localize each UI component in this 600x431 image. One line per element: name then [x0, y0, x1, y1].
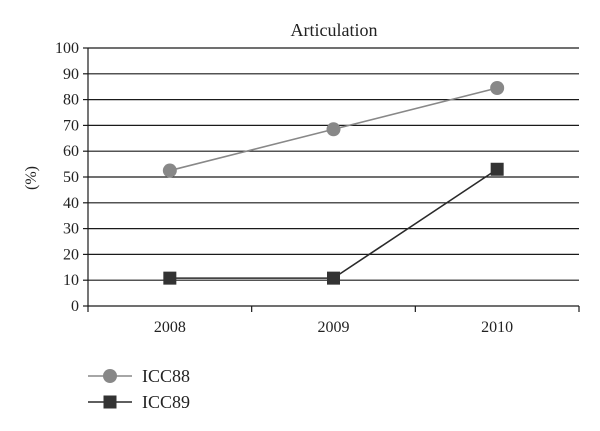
legend-marker-ICC88	[103, 369, 117, 383]
y-tick-label-80: 80	[63, 92, 79, 109]
x-tick-label-2010: 2010	[481, 319, 513, 336]
x-tick-label-2008: 2008	[154, 319, 186, 336]
legend-label-ICC88: ICC88	[142, 366, 190, 386]
point-ICC89-2008	[163, 271, 177, 285]
y-tick-label-50: 50	[63, 169, 79, 186]
y-tick-label-10: 10	[63, 272, 79, 289]
point-ICC89-2009	[327, 271, 340, 285]
legend-item-ICC88: ICC88	[88, 366, 190, 386]
y-tick-label-20: 20	[63, 246, 79, 263]
y-tick-label-0: 0	[71, 298, 79, 315]
point-ICC88-2009	[326, 122, 341, 137]
legend-label-ICC89: ICC89	[142, 392, 190, 412]
x-tick-label-2009: 2009	[318, 319, 350, 336]
point-ICC89-2010	[490, 162, 504, 176]
series-line-ICC89	[169, 168, 498, 279]
series-ICC88	[162, 80, 505, 178]
series-ICC89	[163, 162, 504, 285]
y-tick-label-60: 60	[63, 143, 79, 160]
series-layer	[162, 80, 505, 285]
y-axis-label: (%)	[23, 166, 40, 190]
y-tick-label-40: 40	[63, 195, 79, 212]
legend: ICC88 ICC89	[88, 366, 190, 412]
x-axis: 2008 2009 2010	[87, 48, 580, 336]
y-tick-label-70: 70	[63, 117, 79, 134]
gridlines	[88, 47, 579, 281]
legend-marker-ICC89	[103, 395, 117, 409]
point-ICC88-2008	[162, 163, 177, 178]
y-tick-label-90: 90	[63, 66, 79, 83]
y-tick-label-30: 30	[63, 221, 79, 238]
legend-item-ICC89: ICC89	[88, 392, 190, 412]
y-axis-ticks: 0 10 20 30 40 50 60 70 80 90 100	[55, 40, 88, 315]
chart-title: Articulation	[291, 20, 378, 40]
y-tick-label-100: 100	[55, 40, 79, 57]
point-ICC88-2010	[490, 80, 505, 95]
